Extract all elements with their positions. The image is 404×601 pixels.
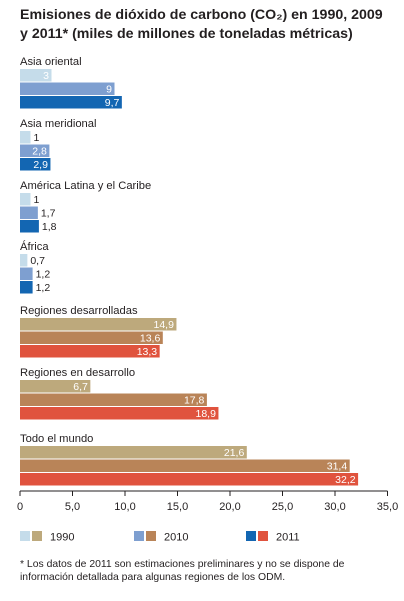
x-tick-label: 5,0	[65, 501, 80, 513]
data-label: 6,7	[73, 381, 88, 393]
chart-title: Emisiones de dióxido de carbono (CO₂) en…	[20, 7, 383, 42]
data-label: 2,9	[33, 159, 48, 171]
data-label: 1,8	[42, 221, 57, 233]
legend-swatch	[134, 531, 144, 541]
category-label: Asia oriental	[20, 56, 82, 68]
data-label: 31,4	[327, 461, 348, 473]
category-label: África	[20, 240, 49, 253]
bar	[20, 267, 33, 280]
category-label: Regiones desarrolladas	[20, 305, 138, 317]
data-label: 1	[34, 132, 40, 144]
data-label: 1,2	[36, 269, 51, 281]
bar	[20, 131, 31, 144]
bar	[20, 158, 51, 171]
data-label: 1,2	[36, 282, 51, 294]
data-label: 14,9	[154, 319, 175, 331]
data-label: 13,6	[140, 333, 161, 345]
data-label: 17,8	[184, 395, 205, 407]
x-tick-label: 25,0	[272, 501, 293, 513]
legend-swatch	[258, 531, 268, 541]
data-label: 1,7	[41, 208, 56, 220]
bar	[20, 193, 31, 206]
data-label: 21,6	[224, 447, 245, 459]
data-label: 3	[43, 70, 49, 82]
x-tick-label: 10,0	[114, 501, 135, 513]
bar	[20, 206, 38, 219]
legend-swatch	[32, 531, 42, 541]
bar	[20, 69, 52, 82]
legend-label: 1990	[50, 532, 74, 544]
bar	[20, 393, 207, 406]
legend-label: 2010	[164, 532, 188, 544]
category-label: Regiones en desarrollo	[20, 367, 135, 379]
bar	[20, 345, 160, 358]
bar	[20, 459, 350, 472]
data-label: 13,3	[137, 346, 158, 358]
legend-label: 2011	[276, 532, 300, 544]
bar	[20, 82, 115, 95]
data-label: 9,7	[105, 97, 120, 109]
bar	[20, 318, 177, 331]
bar	[20, 144, 50, 157]
bar	[20, 281, 33, 294]
legend-swatch	[146, 531, 156, 541]
category-label: Todo el mundo	[20, 433, 93, 445]
bar	[20, 446, 247, 459]
x-tick-label: 20,0	[219, 501, 240, 513]
category-label: América Latina y el Caribe	[20, 180, 151, 192]
bar	[20, 96, 122, 109]
bar	[20, 331, 163, 344]
x-tick-label: 0	[17, 501, 23, 513]
category-label: Asia meridional	[20, 118, 96, 130]
data-label: 9	[106, 84, 112, 96]
bar	[20, 380, 91, 393]
legend-swatch	[246, 531, 256, 541]
data-label: 32,2	[335, 474, 356, 486]
x-tick-label: 15,0	[167, 501, 188, 513]
data-label: 0,7	[30, 255, 45, 267]
bar	[20, 407, 219, 420]
x-tick-label: 35,0	[377, 501, 398, 513]
data-label: 18,9	[196, 408, 217, 420]
bar	[20, 254, 28, 267]
footnote: * Los datos de 2011 son estimaciones pre…	[20, 559, 345, 583]
bar	[20, 473, 359, 486]
bar	[20, 220, 39, 233]
x-tick-label: 30,0	[324, 501, 345, 513]
data-label: 2,8	[32, 146, 47, 158]
legend-swatch	[20, 531, 30, 541]
data-label: 1	[34, 194, 40, 206]
